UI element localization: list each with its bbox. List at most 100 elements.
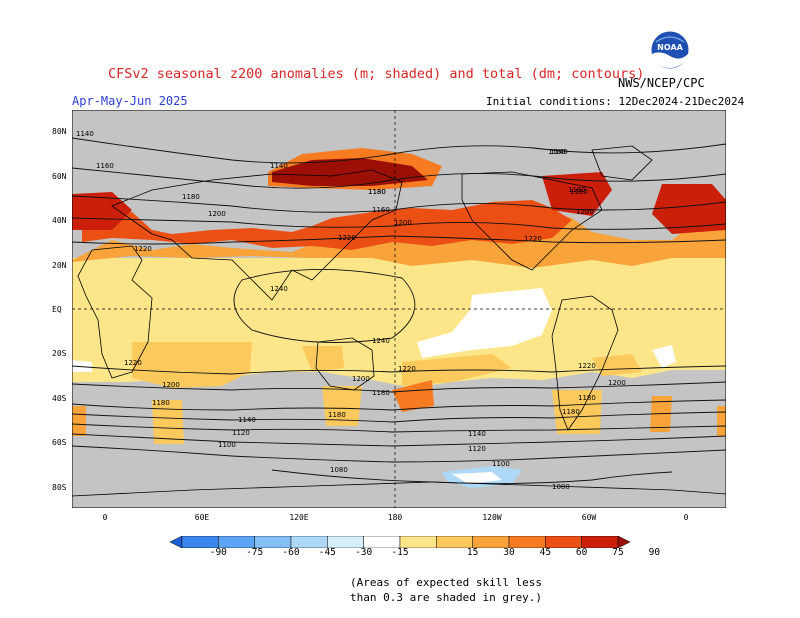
australia-anomaly [302, 346, 344, 372]
south-america-outline [551, 295, 619, 431]
contour-label: 1200 [608, 379, 626, 387]
colorbar-label: -90 [209, 547, 227, 558]
contour-1100s [72, 445, 726, 463]
contour-label: 1220 [338, 234, 356, 242]
colorbar-label: 75 [612, 547, 624, 558]
lon-label: 0 [683, 513, 689, 522]
indian-ocean-anomaly [132, 342, 252, 388]
near-zero-south-atlantic-edge [72, 360, 92, 372]
contour-label: 1180 [368, 188, 386, 196]
contour-1220n [72, 235, 726, 245]
contour-label: 1180 [578, 394, 596, 402]
contour-label: 1220 [578, 362, 596, 370]
lat-label: 20S [52, 349, 67, 358]
contour-label: 1080 [330, 466, 348, 474]
lat-label: 80S [52, 483, 67, 492]
southern-anomaly-2 [322, 386, 362, 426]
contour-label: 1200 [352, 375, 370, 383]
anomaly-map: 1140 1160 1140 1180 1160 1180 1200 1180 … [72, 110, 726, 508]
contour-label: 1140 [550, 148, 568, 156]
antarctic-near-zero [452, 472, 502, 484]
contour-label: 1140 [270, 162, 288, 170]
southwest-anomaly [72, 406, 86, 436]
west-edge-peak-anomaly [72, 192, 132, 230]
logo-text: NOAA [657, 43, 683, 52]
contour-label: 1200 [576, 208, 594, 216]
contour-label: 1240 [372, 337, 390, 345]
contour-label: 1180 [372, 389, 390, 397]
lon-label: 60W [581, 513, 597, 522]
contour-1180n [72, 195, 726, 213]
contour-1080s [271, 469, 673, 485]
contour-1160s [72, 411, 726, 423]
contour-label: 1180 [570, 188, 588, 196]
colorbar-label: 15 [466, 547, 479, 558]
lat-label: 60S [52, 438, 67, 447]
colorbar-end-low [170, 536, 183, 548]
contour-1140n [72, 137, 726, 164]
south-atlantic-anomaly [552, 390, 602, 434]
contour-1180s [72, 399, 726, 411]
colorbar-label: -45 [318, 547, 336, 558]
south-pacific-orange [392, 380, 434, 412]
contour-label: 1180 [368, 188, 386, 196]
southeast-anomaly [717, 406, 726, 436]
europe-asia-outline [111, 169, 403, 301]
colorbar-label: 30 [503, 547, 515, 558]
lat-label: 40N [52, 216, 67, 225]
near-zero-east-pacific [417, 288, 552, 358]
contour-label: 1180 [562, 408, 580, 416]
lon-label: 60E [194, 513, 210, 522]
contour-label: 1180 [152, 399, 170, 407]
forecast-period: Apr-May-Jun 2025 [72, 94, 188, 108]
contour-label: 1220 [124, 359, 142, 367]
contour-label: 1140 [238, 416, 256, 424]
lon-label: 120E [289, 513, 309, 522]
contour-label: 1160 [96, 162, 114, 170]
contour-1240-closed [233, 269, 416, 343]
colorbar-end-high [617, 536, 630, 548]
contour-label: 1200 [162, 381, 180, 389]
lon-label: 0 [102, 513, 108, 522]
colorbar-label: 90 [648, 547, 661, 558]
contour-label: 1220 [524, 235, 542, 243]
europe-peak-anomaly [652, 184, 726, 234]
noaa-logo: NOAA [650, 30, 690, 70]
contour-1120s [72, 433, 726, 447]
near-zero-south-america [652, 345, 676, 368]
colorbar-label: -60 [282, 547, 300, 558]
colorbar-label: 60 [575, 547, 588, 558]
contour-label: 1160 [568, 186, 586, 194]
greenland-outline [591, 145, 653, 181]
lat-label: EQ [52, 305, 62, 314]
colorbar-label: 45 [539, 547, 552, 558]
australia-outline [315, 337, 375, 391]
skill-note-line1: (Areas of expected skill less [350, 576, 543, 589]
contour-labels: 1140 1160 1140 1180 1160 1180 1200 1180 … [76, 130, 626, 491]
contour-label: 1180 [182, 193, 200, 201]
agency-label: NWS/NCEP/CPC [618, 76, 705, 90]
colorbar-label: -30 [355, 547, 373, 558]
colorbar-cells [170, 536, 630, 548]
contour-label: 1220 [134, 245, 152, 253]
contour-1200n [72, 217, 726, 230]
contour-label: 1140 [468, 430, 486, 438]
contour-label: 1100 [492, 460, 510, 468]
contour-label: 1180 [328, 411, 346, 419]
contour-label: 1140 [76, 130, 94, 138]
contour-label: 1160 [372, 206, 390, 214]
lat-label: 80N [52, 127, 67, 136]
lat-label: 60N [52, 172, 67, 181]
africa-outline [77, 245, 153, 379]
lon-label: 180 [387, 513, 403, 522]
height-contours [72, 137, 726, 485]
contour-label: 1160 [548, 148, 566, 156]
contour-label: 1120 [468, 445, 486, 453]
contour-label: 1240 [270, 285, 288, 293]
lat-label: 40S [52, 394, 67, 403]
contour-label: 1200 [208, 210, 226, 218]
contour-label: 1100 [218, 441, 236, 449]
atlantic-tropical-anomaly [592, 354, 642, 376]
map-title: CFSv2 seasonal z200 anomalies (m; shaded… [108, 66, 645, 82]
contour-1160n [72, 167, 726, 189]
